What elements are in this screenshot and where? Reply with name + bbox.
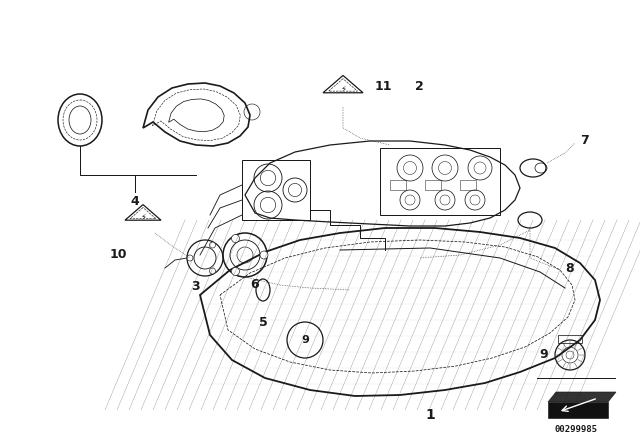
Circle shape (232, 235, 239, 242)
Text: 5: 5 (259, 316, 268, 329)
Text: 3: 3 (191, 280, 199, 293)
Bar (558, 335, 582, 343)
Text: 9: 9 (540, 349, 548, 362)
Text: 10: 10 (109, 248, 127, 261)
Text: 9: 9 (301, 335, 309, 345)
Circle shape (209, 242, 216, 248)
Text: ⚡: ⚡ (140, 212, 146, 221)
Text: ⚡: ⚡ (340, 85, 346, 94)
Circle shape (232, 267, 239, 276)
Circle shape (209, 268, 216, 274)
Text: 6: 6 (251, 278, 259, 291)
Circle shape (187, 255, 193, 261)
Bar (548, 402, 608, 418)
Polygon shape (548, 392, 616, 402)
Text: 00299985: 00299985 (554, 426, 598, 435)
Text: 8: 8 (565, 262, 573, 275)
Bar (425, 180, 441, 190)
Text: 2: 2 (415, 81, 424, 94)
Text: 7: 7 (580, 134, 589, 146)
Circle shape (260, 251, 268, 259)
Text: 1: 1 (425, 408, 435, 422)
Text: 11: 11 (375, 81, 392, 94)
Bar (390, 180, 406, 190)
Text: 4: 4 (131, 195, 140, 208)
Bar (460, 180, 476, 190)
